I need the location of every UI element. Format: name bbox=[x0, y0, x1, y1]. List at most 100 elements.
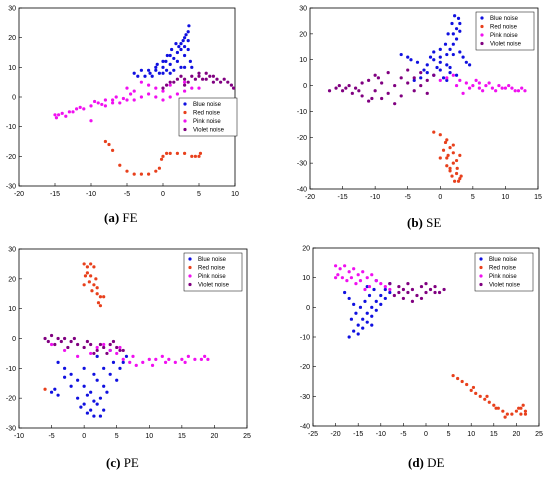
pink-noise-point bbox=[487, 81, 491, 85]
blue-noise-point bbox=[136, 74, 140, 78]
blue-noise-point bbox=[92, 372, 96, 376]
violet-noise-point bbox=[183, 83, 187, 87]
x-ticks: -10 -5 0 5 10 15 20 25 bbox=[14, 425, 251, 440]
red-noise-point bbox=[523, 409, 528, 413]
x-tick-label: -25 bbox=[308, 431, 318, 438]
blue-noise-point bbox=[451, 32, 455, 36]
violet-noise-point bbox=[340, 89, 345, 93]
blue-noise-point bbox=[95, 402, 99, 406]
pink-noise-point bbox=[82, 107, 86, 111]
pink-noise-point bbox=[477, 86, 481, 90]
x-tick-label: -10 bbox=[376, 431, 386, 438]
violet-noise-point bbox=[419, 83, 423, 88]
y-tick-label: 0 bbox=[303, 83, 307, 90]
blue-noise-point bbox=[102, 408, 106, 412]
blue-noise-point bbox=[183, 65, 187, 69]
pink-noise-point bbox=[190, 86, 194, 90]
blue-noise-point bbox=[139, 68, 143, 72]
blue-noise-point bbox=[361, 326, 365, 330]
violet-noise-point bbox=[424, 290, 428, 295]
pink-noise-point bbox=[477, 81, 481, 85]
blue-noise-point bbox=[356, 332, 360, 336]
violet-noise-point bbox=[399, 76, 403, 80]
pink-noise-point bbox=[507, 83, 511, 88]
violet-noise-point bbox=[410, 299, 415, 303]
red-noise-point bbox=[517, 406, 521, 410]
red-noise-point bbox=[168, 151, 172, 155]
pink-noise-point bbox=[500, 86, 504, 90]
blue-noise-point bbox=[383, 287, 387, 292]
x-tick-label: 10 bbox=[467, 431, 475, 438]
blue-noise-point bbox=[454, 27, 459, 31]
violet-noise-point bbox=[82, 345, 86, 350]
pink-noise-point bbox=[445, 76, 449, 80]
red-noise-point bbox=[445, 156, 449, 160]
blue-noise-point bbox=[456, 16, 461, 20]
blue-noise-point bbox=[445, 78, 449, 82]
caption-c: (c) PE bbox=[106, 455, 139, 470]
pink-noise-point bbox=[163, 360, 168, 364]
blue-noise-point bbox=[458, 50, 462, 54]
red-noise-point bbox=[460, 379, 464, 384]
legend-marker bbox=[480, 16, 484, 20]
y-tick-label: -10 bbox=[6, 366, 16, 373]
blue-noise-point bbox=[374, 299, 378, 303]
red-noise-point bbox=[83, 274, 88, 278]
blue-noise-point bbox=[399, 52, 403, 57]
red-noise-point bbox=[190, 154, 194, 158]
y-tick-label: 30 bbox=[8, 6, 16, 13]
red-noise-point bbox=[95, 292, 99, 296]
pink-noise-point bbox=[131, 354, 135, 358]
pink-noise-point bbox=[96, 101, 100, 105]
blue-noise-point bbox=[148, 71, 152, 75]
red-noise-point bbox=[510, 412, 514, 416]
red-noise-point bbox=[197, 154, 201, 158]
pink-noise-point bbox=[186, 354, 190, 358]
legend-marker bbox=[479, 257, 483, 261]
blue-noise-point bbox=[102, 384, 106, 388]
blue-noise-point bbox=[454, 73, 459, 77]
legend-label: Violet noise bbox=[489, 283, 521, 289]
y-tick-label: -40 bbox=[297, 187, 307, 194]
violet-noise-point bbox=[186, 80, 190, 84]
blue-noise-point bbox=[172, 56, 176, 61]
pink-noise-point bbox=[365, 276, 369, 280]
red-noise-point bbox=[451, 161, 455, 165]
blue-noise-point bbox=[367, 293, 372, 298]
violet-noise-point bbox=[337, 83, 341, 88]
red-noise-point bbox=[96, 301, 101, 305]
blue-noise-point bbox=[168, 53, 172, 58]
x-tick-label: -10 bbox=[370, 194, 380, 201]
red-noise-point bbox=[94, 277, 98, 281]
red-noise-point bbox=[85, 271, 89, 275]
violet-noise-point bbox=[204, 77, 208, 81]
pink-noise-point bbox=[118, 101, 122, 105]
scatter-points bbox=[43, 262, 210, 418]
red-noise-point bbox=[453, 179, 457, 183]
blue-noise-point bbox=[154, 65, 158, 69]
pink-noise-point bbox=[64, 114, 68, 118]
red-noise-point bbox=[501, 409, 505, 413]
violet-noise-point bbox=[419, 71, 423, 75]
blue-noise-point bbox=[347, 296, 351, 301]
legend-label: Blue noise bbox=[490, 16, 519, 22]
y-tick-label: 20 bbox=[302, 246, 310, 253]
x-tick-label: -5 bbox=[124, 191, 130, 198]
violet-noise-point bbox=[165, 83, 169, 87]
x-tick-label: -10 bbox=[86, 191, 96, 198]
pink-noise-point bbox=[168, 95, 172, 99]
y-tick-label: 30 bbox=[8, 247, 16, 254]
y-ticks: -40 -30 -20 -10 0 10 20 bbox=[300, 246, 316, 431]
pink-noise-point bbox=[454, 83, 459, 88]
red-noise-point bbox=[432, 130, 436, 134]
violet-noise-point bbox=[437, 290, 442, 295]
legend-marker bbox=[183, 102, 187, 106]
blue-noise-point bbox=[419, 76, 423, 80]
blue-noise-point bbox=[425, 63, 429, 67]
legend-label: Blue noise bbox=[193, 102, 222, 108]
red-noise-point bbox=[103, 139, 107, 144]
pink-noise-point bbox=[374, 279, 378, 283]
blue-noise-point bbox=[143, 74, 147, 78]
x-tick-label: 10 bbox=[502, 194, 510, 201]
red-noise-point bbox=[450, 174, 454, 178]
